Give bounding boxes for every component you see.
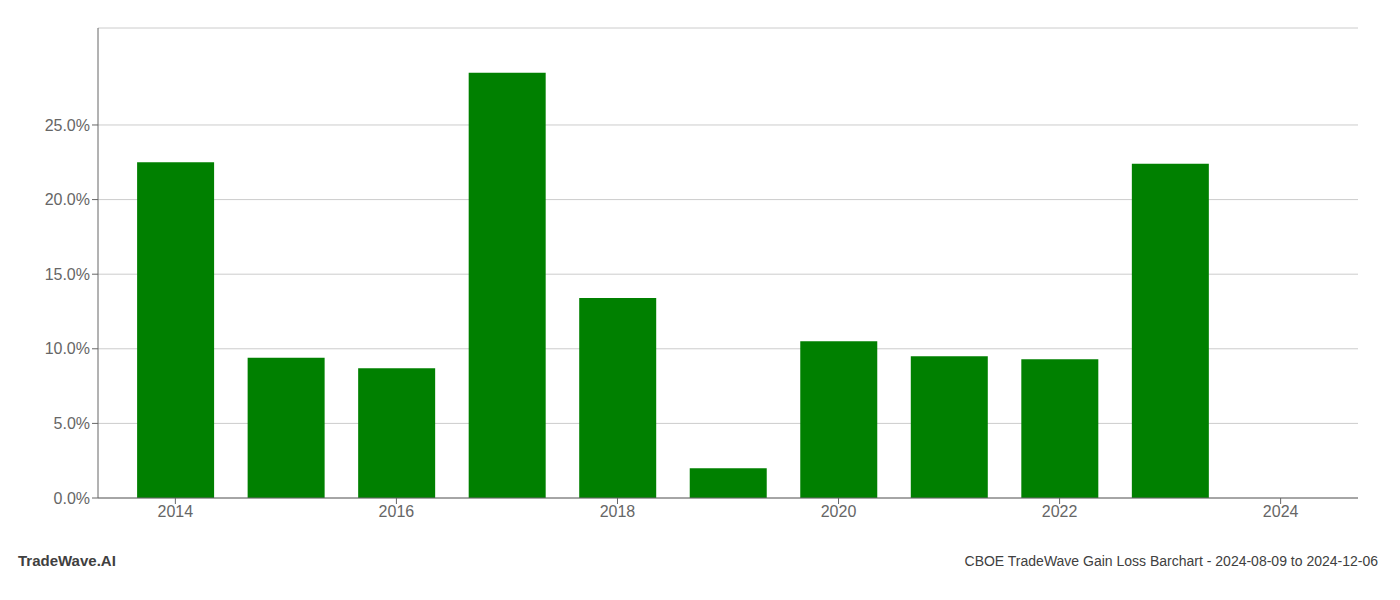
svg-text:10.0%: 10.0%: [45, 340, 90, 357]
svg-text:2016: 2016: [379, 503, 415, 520]
svg-text:20.0%: 20.0%: [45, 191, 90, 208]
html-text:TradeWave.AI: TradeWave.AI: [18, 552, 116, 569]
svg-text:25.0%: 25.0%: [45, 117, 90, 134]
svg-text:15.0%: 15.0%: [45, 266, 90, 283]
svg-text:2024: 2024: [1263, 503, 1299, 520]
svg-text:0.0%: 0.0%: [54, 490, 90, 507]
html-text:CBOE TradeWave Gain Loss Barch: CBOE TradeWave Gain Loss Barchart - 2024…: [964, 553, 1378, 569]
svg-text:2014: 2014: [158, 503, 194, 520]
svg-text:5.0%: 5.0%: [54, 415, 90, 432]
svg-text:2018: 2018: [600, 503, 636, 520]
svg-text:2022: 2022: [1042, 503, 1078, 520]
svg-text:2020: 2020: [821, 503, 857, 520]
